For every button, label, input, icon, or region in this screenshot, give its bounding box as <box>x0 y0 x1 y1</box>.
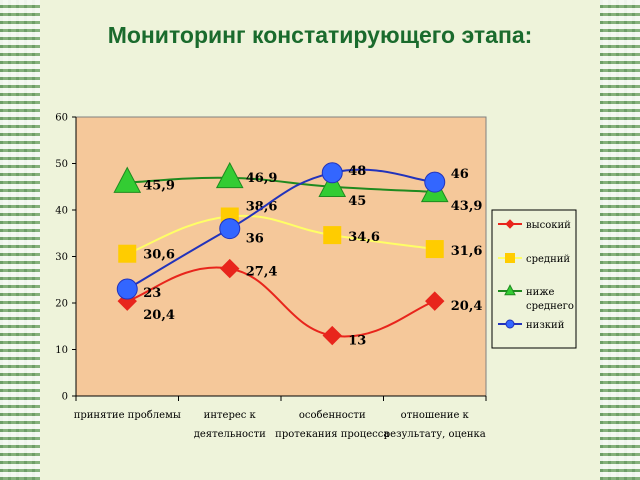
series-line <box>126 266 436 338</box>
legend-swatch-marker <box>505 253 515 263</box>
data-label: 45 <box>348 194 366 209</box>
y-tick-label: 10 <box>55 345 68 356</box>
y-tick-label: 60 <box>55 113 68 124</box>
data-label: 20,4 <box>451 299 483 314</box>
left-decorative-border <box>0 0 40 480</box>
data-label: 43,9 <box>451 199 483 214</box>
data-label: 13 <box>348 334 366 349</box>
right-decorative-border <box>600 0 640 480</box>
legend-swatch-marker <box>504 284 516 296</box>
data-label: 36 <box>246 232 264 247</box>
x-category-label: протекания процесса <box>275 429 389 440</box>
series-line <box>126 168 435 290</box>
x-category-label: результату, оценка <box>384 429 486 440</box>
y-tick-label: 20 <box>55 299 68 310</box>
data-label: 46 <box>451 167 469 182</box>
data-point <box>323 226 342 245</box>
series-line <box>126 214 435 255</box>
data-point <box>322 325 342 346</box>
data-label: 46,9 <box>246 171 278 186</box>
y-tick-label: 0 <box>62 392 68 403</box>
data-point <box>425 291 445 311</box>
data-label: 45,9 <box>143 179 175 194</box>
data-label: 27,4 <box>246 265 278 280</box>
y-tick-label: 40 <box>55 206 68 217</box>
x-category-label: принятие проблемы <box>74 410 181 421</box>
y-tick-label: 50 <box>55 159 68 170</box>
data-point <box>118 244 137 263</box>
legend-label: ниже <box>526 287 555 298</box>
data-point <box>113 166 142 193</box>
data-point <box>424 171 446 193</box>
data-label: 30,6 <box>143 248 175 263</box>
data-point <box>116 278 138 300</box>
data-point <box>318 170 347 197</box>
series-line <box>127 176 435 193</box>
data-point <box>220 258 240 279</box>
x-category-label: особенности <box>299 410 366 421</box>
data-label: 23 <box>143 286 161 301</box>
plot-area <box>75 116 487 397</box>
data-point <box>321 162 343 184</box>
legend-label: высокий <box>526 220 571 231</box>
data-label: 31,6 <box>451 244 483 259</box>
legend-label: низкий <box>526 320 565 331</box>
legend-swatch-marker <box>505 219 515 229</box>
legend-label: среднего <box>526 301 574 312</box>
data-point <box>215 161 244 189</box>
data-point <box>219 218 241 240</box>
legend-label: средний <box>526 254 570 265</box>
x-category-label: интерес к <box>204 410 257 421</box>
legend-swatch-marker <box>505 319 515 329</box>
data-point <box>425 240 444 259</box>
x-category-label: деятельности <box>194 429 266 440</box>
data-label: 20,4 <box>143 308 175 323</box>
slide-title: Мониторинг констатирующего этапа: <box>107 22 533 48</box>
data-label: 34,6 <box>348 230 380 245</box>
y-tick-label: 30 <box>55 252 68 263</box>
x-category-label: отношение к <box>401 410 470 421</box>
data-label: 48 <box>348 164 366 179</box>
